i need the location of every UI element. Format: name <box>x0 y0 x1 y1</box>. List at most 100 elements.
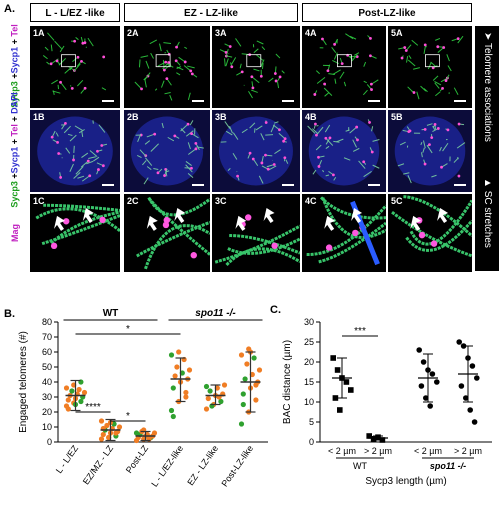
sc-axis <box>442 142 449 152</box>
sc-axis <box>224 121 231 129</box>
telomere-signal <box>236 174 239 178</box>
data-point <box>78 398 84 405</box>
telomere-signal <box>271 242 278 249</box>
y-tick-label: 20 <box>304 357 314 367</box>
telomere-signal <box>442 46 446 49</box>
telomere-signal <box>88 174 92 178</box>
sc-axis <box>447 65 452 72</box>
data-point <box>170 385 176 391</box>
sc-axis <box>316 126 324 136</box>
sc-axis <box>139 149 147 157</box>
sc-axis <box>231 57 237 65</box>
telomere-signal <box>404 49 408 52</box>
tile-label: 1B <box>33 112 45 122</box>
micrograph-drawing <box>130 116 204 186</box>
sc-axis <box>324 92 330 97</box>
telomere-signal <box>346 53 350 57</box>
sc-axis <box>273 121 279 124</box>
telomere-signal <box>49 62 53 66</box>
telomere-signal <box>164 60 168 64</box>
arrowhead-marker <box>146 215 158 231</box>
sc-axis <box>161 122 164 129</box>
sc-axis <box>159 43 162 52</box>
sc-axis <box>430 61 436 67</box>
row-label-part: DAPI <box>10 92 20 114</box>
y-axis-label: BAC distance (µm) <box>282 340 293 424</box>
sc-axis <box>457 35 464 44</box>
data-point <box>253 382 259 388</box>
sc-axis <box>136 155 142 159</box>
arrowhead-marker <box>263 208 275 224</box>
sc-axis <box>431 174 437 178</box>
telomere-signal <box>64 121 67 125</box>
data-point <box>420 359 427 365</box>
sc-axis <box>349 126 357 134</box>
y-tick-label: 5 <box>309 417 314 427</box>
data-point <box>65 397 71 403</box>
y-tick-label: 70 <box>42 332 52 342</box>
data-point <box>81 389 88 396</box>
telomere-signal <box>430 240 438 247</box>
telomere-signal <box>162 221 170 229</box>
telomere-signal <box>264 121 268 124</box>
category-label: < 2 µm <box>414 446 442 456</box>
sc-axis <box>255 125 263 131</box>
sc-axis <box>407 86 413 92</box>
telomere-signal <box>428 143 431 146</box>
sc-axis <box>434 81 442 86</box>
sc-axis <box>422 147 425 153</box>
tile-label: 2C <box>127 196 139 206</box>
y-tick-label: 10 <box>304 397 314 407</box>
micrograph-drawing <box>42 32 107 95</box>
telomere-signal <box>81 41 85 45</box>
category-label: EZ - LZ-like <box>185 443 220 487</box>
data-point <box>168 407 175 414</box>
sc-axis <box>69 134 77 142</box>
tile-label: 4A <box>305 28 317 38</box>
sc-axis <box>232 132 239 140</box>
data-point <box>458 383 465 389</box>
sc-axis <box>161 80 165 88</box>
sc-axis <box>453 87 459 95</box>
data-point <box>133 430 140 436</box>
sc-axis <box>351 54 358 62</box>
y-tick-label: 30 <box>304 317 314 327</box>
sc-axis <box>144 72 151 81</box>
sc-axis <box>281 70 285 74</box>
telomere-signal <box>70 86 74 90</box>
y-tick-label: 50 <box>42 362 52 372</box>
sc-axis <box>416 91 420 100</box>
sc-axis <box>225 55 233 58</box>
significance-label: **** <box>85 402 101 413</box>
scale-bar <box>368 100 380 102</box>
telomere-signal <box>273 72 277 75</box>
sc-axis <box>276 81 280 89</box>
sc-axis <box>407 59 416 67</box>
micrograph-drawing <box>219 38 285 99</box>
telomere-signal <box>408 129 412 133</box>
scale-bar <box>282 100 294 102</box>
row-label-part: Sycp1 <box>10 46 20 74</box>
telomere-signal <box>163 174 166 177</box>
data-point <box>251 355 257 361</box>
sc-axis <box>422 140 426 149</box>
y-tick-label: 30 <box>42 392 52 402</box>
arrowhead-marker <box>410 215 422 231</box>
micrograph-2A: 2A <box>124 26 210 108</box>
sc-axis <box>69 85 72 87</box>
sc-axis <box>88 156 96 160</box>
data-point <box>174 364 180 370</box>
category-label: EZ/MZ - LZ <box>81 443 116 486</box>
sc-axis <box>274 149 281 155</box>
data-point <box>238 421 245 427</box>
sc-axis <box>86 160 94 165</box>
sc-axis <box>89 150 98 157</box>
data-point <box>423 395 429 401</box>
telomere-signal <box>59 176 63 179</box>
engaged-telomeres-chart: 0 10 20 30 40 50 60 70 80 Engaged telomeres (#) L … <box>18 308 268 489</box>
y-tick-label: 80 <box>42 317 52 327</box>
sc-axis <box>285 159 289 164</box>
sc-axis <box>232 153 238 160</box>
telomere-signal <box>72 158 75 162</box>
sc-axis <box>196 146 204 149</box>
